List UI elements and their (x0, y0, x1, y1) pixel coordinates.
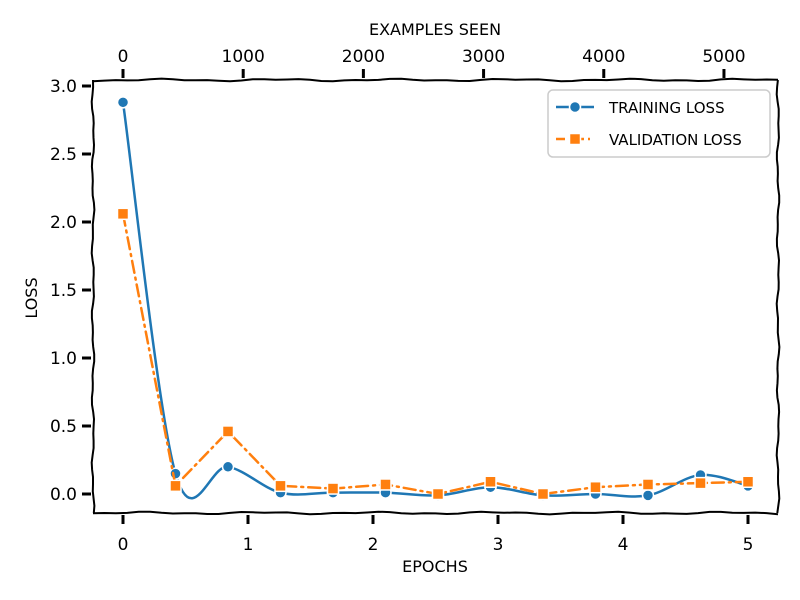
data-point (379, 478, 392, 491)
data-point (589, 480, 602, 494)
secondary-x-tick-label: 3000 (462, 47, 505, 67)
frame-left (90, 79, 96, 514)
x-tick-label: 2 (368, 535, 379, 555)
x-tick-label: 1 (243, 535, 254, 555)
data-point (221, 460, 235, 474)
secondary-x-tick-label: 5000 (702, 47, 745, 67)
secondary-x-axis-label: EXAMPLES SEEN (369, 20, 501, 39)
data-point (116, 96, 130, 109)
data-point (169, 467, 182, 480)
data-point (741, 475, 755, 489)
series-line (121, 212, 750, 496)
legend-marker (568, 132, 582, 146)
y-tick-label: 1.0 (50, 349, 77, 369)
y-tick-label: 0.5 (50, 417, 77, 437)
data-point (484, 475, 497, 489)
frame-right (775, 79, 781, 514)
data-point (641, 489, 655, 502)
x-axis-label: EPOCHS (402, 557, 468, 576)
y-tick-label: 0.0 (50, 485, 77, 505)
series-group (116, 96, 755, 502)
legend-label: VALIDATION LOSS (609, 131, 742, 149)
plot-frame (90, 77, 781, 516)
legend-label: TRAINING LOSS (608, 99, 725, 117)
data-point (641, 478, 655, 491)
data-point (116, 207, 130, 221)
secondary-x-tick-label: 2000 (342, 47, 385, 67)
y-tick-label: 2.5 (50, 145, 77, 165)
frame-top (92, 77, 779, 83)
y-axis-label: LOSS (22, 277, 41, 318)
legend: TRAINING LOSS VALIDATION LOSS (547, 89, 771, 158)
legend-box (547, 89, 771, 158)
series-line (121, 101, 750, 500)
data-point (274, 479, 287, 493)
secondary-x-tick-label: 0 (118, 47, 129, 67)
data-point (694, 476, 707, 490)
data-point (326, 482, 340, 495)
data-point (169, 479, 182, 493)
x-tick-label: 5 (743, 535, 754, 555)
x-tick-label: 3 (493, 535, 504, 555)
data-point (431, 487, 445, 501)
legend-marker (568, 100, 582, 114)
data-point (536, 487, 550, 501)
x-tick-label: 0 (118, 535, 129, 555)
secondary-x-tick-label: 1000 (222, 47, 265, 67)
axis-ticks: 0 1 2 3 4 5 0 1000 2000 3000 4000 5000 0.0 0.5 1.0 1.5 2… (50, 47, 753, 555)
y-tick-label: 3.0 (50, 77, 77, 97)
y-tick-label: 2.0 (50, 213, 77, 233)
validation-loss-series (116, 207, 755, 501)
secondary-x-tick-label: 4000 (582, 47, 625, 67)
x-tick-label: 4 (618, 535, 629, 555)
y-tick-label: 1.5 (50, 281, 77, 301)
frame-bottom (92, 510, 779, 516)
data-point (221, 425, 235, 438)
